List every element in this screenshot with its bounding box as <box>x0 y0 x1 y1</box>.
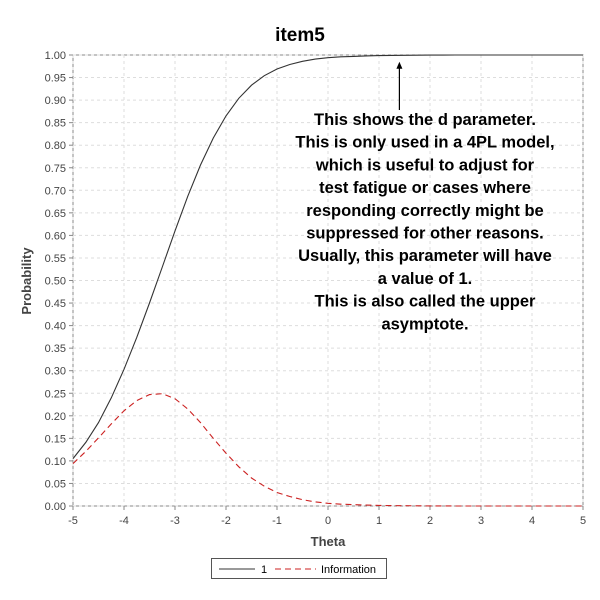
y-tick-label: 0.20 <box>45 411 66 423</box>
series-line-1 <box>72 54 583 459</box>
y-tick-label: 0.35 <box>45 343 66 355</box>
y-tick-label: 0.95 <box>45 73 66 85</box>
annotation-line: asymptote. <box>381 315 468 333</box>
y-tick-label: 0.05 <box>45 478 66 490</box>
x-axis-label: Theta <box>311 534 346 549</box>
legend-label: 1 <box>261 564 267 576</box>
y-tick-label: 0.50 <box>45 276 66 288</box>
annotation-line: This shows the d parameter. <box>314 111 536 129</box>
y-tick-label: 0.90 <box>45 95 66 107</box>
y-tick-label: 0.00 <box>45 501 66 513</box>
annotation-line: Usually, this parameter will have <box>298 247 552 265</box>
x-tick-label: -5 <box>68 515 78 527</box>
legend: 1 Information <box>211 558 387 579</box>
y-tick-label: 0.85 <box>45 118 66 130</box>
y-tick-label: 1.00 <box>45 50 66 62</box>
y-axis-label: Probability <box>19 247 34 315</box>
x-tick-label: 0 <box>325 515 331 527</box>
series-group <box>72 54 583 507</box>
annotation-line: This is also called the upper <box>315 293 537 311</box>
y-tick-label: 0.55 <box>45 253 66 265</box>
y-tick-label: 0.25 <box>45 388 66 400</box>
x-tick-label: -4 <box>119 515 129 527</box>
series-line-information <box>72 393 583 507</box>
x-tick-label: 1 <box>376 515 382 527</box>
annotation-line: suppressed for other reasons. <box>306 225 544 243</box>
y-tick-label: 0.70 <box>45 185 66 197</box>
annotation-arrow-head <box>396 61 403 69</box>
annotation: This shows the d parameter. This is only … <box>295 61 555 333</box>
x-tick-label: 5 <box>580 515 586 527</box>
y-tick-label: 0.80 <box>45 140 66 152</box>
y-tick-label: 0.45 <box>45 298 66 310</box>
x-tick-label: -1 <box>272 515 282 527</box>
x-tick-label: -2 <box>221 515 231 527</box>
y-tick-label: 0.10 <box>45 456 66 468</box>
axes: -5 -4 -3 -2 -1 0 1 2 3 4 5 0.00 0.05 0.10 0.15 0.20 0.25… <box>45 50 586 527</box>
annotation-line: This is only used in a 4PL model, <box>295 134 554 152</box>
chart-title: item5 <box>275 25 325 46</box>
x-tick-label: 3 <box>478 515 484 527</box>
annotation-line: test fatigue or cases where <box>319 179 531 197</box>
y-tick-label: 0.15 <box>45 433 66 445</box>
y-tick-label: 0.60 <box>45 230 66 242</box>
x-tick-label: 4 <box>529 515 535 527</box>
annotation-line: which is useful to adjust for <box>315 156 535 174</box>
legend-label: Information <box>321 564 376 576</box>
grid <box>72 54 584 507</box>
annotation-line: a value of 1. <box>378 270 472 288</box>
x-tick-label: 2 <box>427 515 433 527</box>
y-tick-label: 0.75 <box>45 163 66 175</box>
x-tick-label: -3 <box>170 515 180 527</box>
annotation-line: responding correctly might be <box>306 202 543 220</box>
y-tick-label: 0.30 <box>45 366 66 378</box>
y-tick-label: 0.65 <box>45 208 66 220</box>
y-tick-label: 0.40 <box>45 321 66 333</box>
